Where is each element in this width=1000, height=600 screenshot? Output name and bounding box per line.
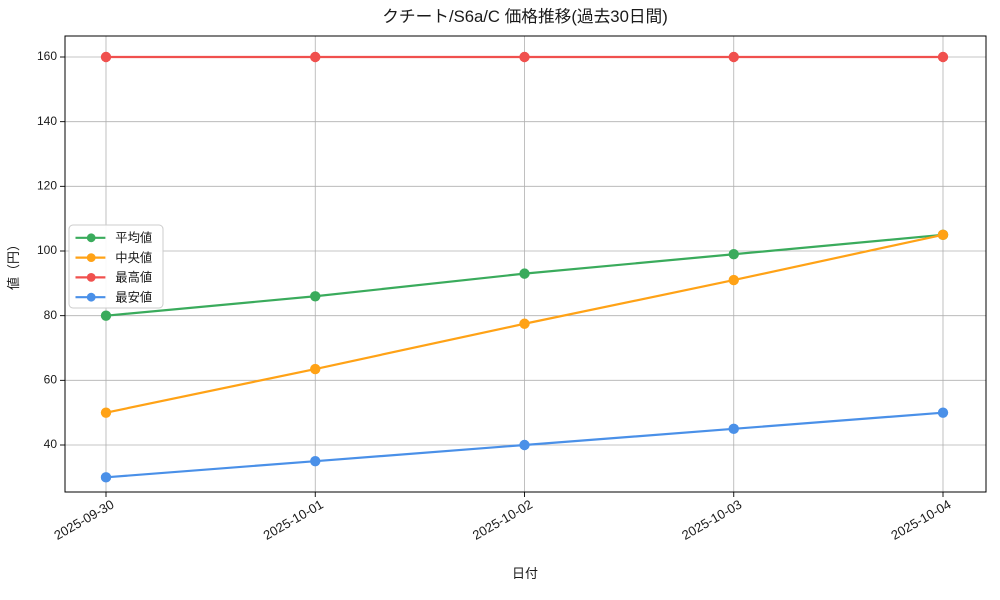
svg-text:平均値: 平均値 xyxy=(115,230,152,245)
svg-text:120: 120 xyxy=(37,179,57,193)
svg-text:最高値: 最高値 xyxy=(115,270,152,285)
svg-text:日付: 日付 xyxy=(512,566,538,581)
svg-text:60: 60 xyxy=(44,373,58,387)
svg-text:100: 100 xyxy=(37,243,57,257)
svg-text:160: 160 xyxy=(37,49,57,63)
svg-text:80: 80 xyxy=(44,308,58,322)
svg-text:140: 140 xyxy=(37,114,57,128)
svg-text:最安値: 最安値 xyxy=(115,289,152,304)
svg-text:値（円）: 値（円） xyxy=(6,238,21,290)
svg-text:中央値: 中央値 xyxy=(115,250,152,265)
svg-text:40: 40 xyxy=(44,437,58,451)
svg-text:クチート/S6a/C 価格推移(過去30日間): クチート/S6a/C 価格推移(過去30日間) xyxy=(382,7,668,26)
